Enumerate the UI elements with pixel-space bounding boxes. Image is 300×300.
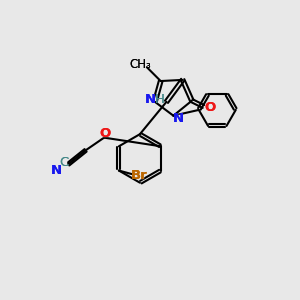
Text: Br: Br [130,169,147,182]
Text: O: O [204,101,215,114]
Text: N: N [144,93,155,106]
Text: N: N [144,93,155,106]
Text: O: O [99,127,110,140]
Text: H: H [155,93,165,106]
Text: O: O [99,127,110,140]
Text: C: C [59,156,68,169]
Bar [61,160,66,165]
Bar [176,116,182,121]
Bar [102,131,107,136]
Text: C: C [59,156,68,169]
Text: N: N [51,164,62,177]
Text: O: O [204,101,215,114]
Text: Br: Br [130,169,147,182]
Bar [207,105,212,110]
Text: N: N [51,164,62,177]
Bar [147,97,153,102]
Text: N: N [173,112,184,124]
Text: N: N [173,112,184,124]
Bar [135,172,143,178]
Text: H: H [155,93,165,106]
Text: CH₃: CH₃ [129,58,151,71]
Text: CH₃: CH₃ [129,58,151,71]
Bar [54,168,59,173]
